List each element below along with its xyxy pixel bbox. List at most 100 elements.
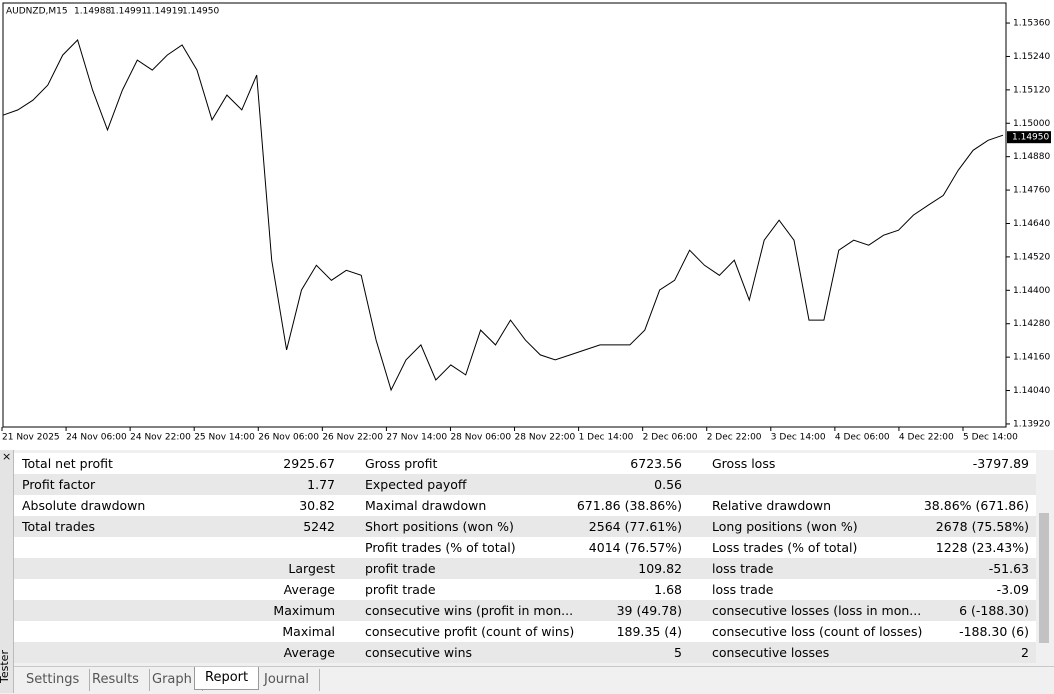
tab-bar: Settings Results Graph Report Journal [14, 666, 1054, 694]
report-value: 6 (-188.30) [959, 603, 1029, 618]
report-value: Maximal [282, 624, 335, 639]
y-tick-label: 1.14520 [1013, 252, 1050, 262]
x-tick-label: 1 Dec 14:00 [579, 433, 634, 443]
report-value: 30.82 [299, 498, 335, 513]
x-tick-label: 21 Nov 2025 [2, 433, 60, 443]
side-label: Tester [0, 650, 11, 683]
tab[interactable]: Journal [254, 669, 320, 691]
x-tick-label: 24 Nov 06:00 [66, 433, 127, 443]
report-row: Profit trades (% of total) 4014 (76.57%) L… [14, 537, 1036, 558]
report-value: -51.63 [988, 561, 1029, 576]
report-label: profit trade [365, 582, 436, 597]
report-label: consecutive wins [365, 645, 473, 660]
close-button[interactable]: × [2, 450, 12, 463]
symbol: AUDNZD,M15 [6, 7, 68, 17]
report-value: 4014 (76.57%) [588, 540, 682, 555]
ohlc-value: 1.14988 [74, 7, 111, 17]
report-value: -3.09 [996, 582, 1029, 597]
report-value: 1228 (23.43%) [935, 540, 1029, 555]
y-tick-label: 1.14760 [1013, 186, 1050, 196]
report-row: Absolute drawdown 30.82 Maximal drawdown 67… [14, 495, 1036, 516]
y-tick-label: 1.15000 [1013, 119, 1050, 129]
report-row: Maximal consecutive profit (count of wins… [14, 621, 1036, 642]
y-tick-label: 1.14880 [1013, 152, 1050, 162]
y-tick-label: 1.14160 [1013, 353, 1050, 363]
report-label: Loss trades (% of total) [712, 540, 858, 555]
report-label: Absolute drawdown [22, 498, 146, 513]
y-tick-label: 1.15120 [1013, 85, 1050, 95]
y-tick-label: 1.13920 [1013, 419, 1050, 429]
report-label: consecutive losses (loss in mon... [712, 603, 922, 618]
side-panel: × Tester [0, 450, 14, 693]
report-label: Short positions (won %) [365, 519, 514, 534]
report-label: loss trade [712, 582, 774, 597]
y-tick-label: 1.14040 [1013, 386, 1050, 396]
report-value: Largest [288, 561, 335, 576]
report-value: Average [283, 582, 335, 597]
report-value: -3797.89 [972, 456, 1029, 471]
report-label: Maximal drawdown [365, 498, 487, 513]
report-label: Long positions (won %) [712, 519, 858, 534]
report-label: Relative drawdown [712, 498, 832, 513]
report-row: Largest profit trade 109.82 loss trade -51.6… [14, 558, 1036, 579]
report-row: Profit factor 1.77 Expected payoff 0.56 [14, 474, 1036, 495]
last-price-label: 1.14950 [1012, 133, 1049, 143]
report-value: 0.56 [654, 477, 682, 492]
x-tick-label: 2 Dec 22:00 [707, 433, 762, 443]
tab[interactable]: Report [194, 667, 260, 690]
ohlc-value: 1.14919 [146, 7, 183, 17]
tab[interactable]: Results [82, 669, 150, 691]
report-row: Average consecutive wins 5 consecutive loss… [14, 642, 1036, 663]
x-tick-label: 2 Dec 06:00 [643, 433, 698, 443]
report-value: 5242 [303, 519, 335, 534]
report-row: Average profit trade 1.68 loss trade -3.09 [14, 579, 1036, 600]
y-tick-label: 1.15240 [1013, 52, 1050, 62]
x-tick-label: 4 Dec 22:00 [899, 433, 954, 443]
report-value: 5 [674, 645, 682, 660]
scrollbar[interactable] [1036, 453, 1052, 663]
last-price-box [1007, 131, 1051, 144]
report-value: 1.68 [654, 582, 682, 597]
x-tick-label: 24 Nov 22:00 [130, 433, 191, 443]
y-tick-label: 1.14400 [1013, 286, 1050, 296]
x-tick-label: 26 Nov 22:00 [322, 433, 383, 443]
report-label: Total net profit [22, 456, 113, 471]
y-tick-label: 1.15360 [1013, 19, 1050, 29]
report-value: 38.86% (671.86) [923, 498, 1029, 513]
y-tick-label: 1.14280 [1013, 319, 1050, 329]
report-value: 1.77 [307, 477, 335, 492]
tab[interactable]: Settings [16, 669, 91, 691]
x-tick-label: 26 Nov 06:00 [258, 433, 319, 443]
report-value: 189.35 (4) [616, 624, 682, 639]
report-value: Maximum [273, 603, 335, 618]
report-row: Total net profit 2925.67 Gross profit 6723.… [14, 453, 1036, 474]
report-label: consecutive losses [712, 645, 830, 660]
report-label: Profit trades (% of total) [365, 540, 516, 555]
ohlc-value: 1.14950 [182, 7, 219, 17]
ohlc-value: 1.14991 [110, 7, 147, 17]
scroll-thumb[interactable] [1039, 513, 1049, 643]
report-label: Expected payoff [365, 477, 467, 492]
report-label: consecutive profit (count of wins) [365, 624, 575, 639]
report-label: Gross loss [712, 456, 776, 471]
price-line [2, 39, 1004, 392]
report-value: 39 (49.78) [616, 603, 682, 618]
report-label: Profit factor [22, 477, 96, 492]
report-value: 2678 (75.58%) [935, 519, 1029, 534]
report-label: profit trade [365, 561, 436, 576]
report-value: 2 [1021, 645, 1029, 660]
report-row: Total trades 5242 Short positions (won %) 2… [14, 516, 1036, 537]
y-tick-label: 1.14640 [1013, 219, 1050, 229]
x-tick-label: 28 Nov 22:00 [515, 433, 576, 443]
report-table: Total net profit 2925.67 Gross profit 6723.… [14, 453, 1036, 663]
report-label: loss trade [712, 561, 774, 576]
x-tick-label: 25 Nov 14:00 [194, 433, 255, 443]
x-tick-label: 28 Nov 06:00 [450, 433, 511, 443]
plot-frame [2, 2, 1007, 428]
x-tick-label: 4 Dec 06:00 [835, 433, 890, 443]
report-value: 6723.56 [630, 456, 682, 471]
report-value: 2564 (77.61%) [588, 519, 682, 534]
report-label: Total trades [22, 519, 96, 534]
report-value: 671.86 (38.86%) [576, 498, 682, 513]
